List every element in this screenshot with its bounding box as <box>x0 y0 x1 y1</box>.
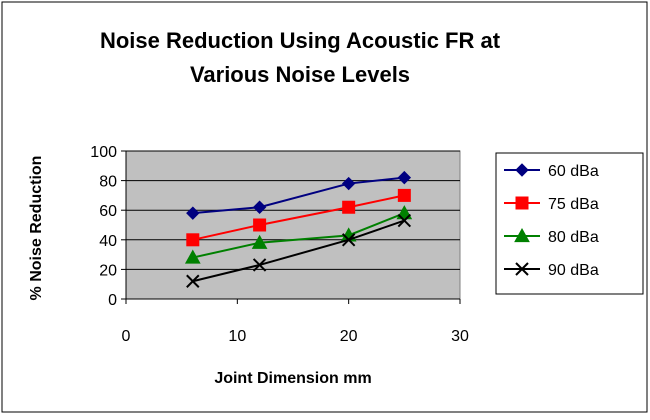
data-point-60-dba-2 <box>341 176 356 191</box>
data-point-60-dba-0 <box>186 206 200 220</box>
x-tick-label-20: 20 <box>340 328 358 345</box>
legend-label-60-dba: 60 dBa <box>548 163 599 180</box>
y-tick-label-40: 40 <box>99 233 117 250</box>
x-axis-title: Joint Dimension mm <box>214 370 371 387</box>
data-point-90-dba-2 <box>341 233 356 247</box>
x-tick-label-10: 10 <box>228 328 246 345</box>
data-point-75-dba-2 <box>342 200 356 214</box>
data-point-75-dba-0 <box>186 233 200 247</box>
series-line-75-dba <box>192 194 405 241</box>
chart-title-line-2: Various Noise Levels <box>190 62 410 87</box>
series-layer <box>184 170 413 288</box>
data-point-90-dba-0 <box>186 274 200 288</box>
data-point-90-dba-1-stroke-b <box>252 258 267 272</box>
y-axis-title: % Noise Reduction <box>28 156 45 301</box>
data-point-60-dba-3 <box>397 170 412 185</box>
data-point-90-dba-0-stroke-b <box>186 274 200 288</box>
y-tick-label-0: 0 <box>108 292 117 309</box>
data-point-80-dba-1 <box>251 234 268 249</box>
legend-marker-90-dba-stroke-b <box>515 262 529 276</box>
data-point-75-dba-3 <box>397 188 411 202</box>
x-tick-label-0: 0 <box>122 328 131 345</box>
y-tick-label-100: 100 <box>90 144 117 161</box>
y-tick-label-60: 60 <box>99 203 117 220</box>
series-line-60-dba <box>192 176 405 215</box>
y-tick-label-80: 80 <box>99 174 117 191</box>
y-tick-label-20: 20 <box>99 262 117 279</box>
axes: 0 20 40 60 80 100 0 10 20 30 <box>90 144 469 345</box>
data-point-90-dba-3-stroke-b <box>397 213 412 228</box>
chart-title-line-1: Noise Reduction Using Acoustic FR at <box>100 28 501 53</box>
series-line-80-dba <box>192 212 405 259</box>
data-point-60-dba-1 <box>252 200 267 214</box>
data-point-80-dba-3 <box>396 205 413 220</box>
legend-marker-75-dba <box>515 196 529 210</box>
legend-marker-80-dba <box>514 227 530 243</box>
data-point-80-dba-0 <box>184 249 201 264</box>
legend-marker-60-dba <box>515 163 529 177</box>
data-point-90-dba-1 <box>252 258 267 272</box>
legend-label-90-dba: 90 dBa <box>548 262 599 279</box>
x-tick-label-30: 30 <box>451 328 469 345</box>
legend-marker-90-dba <box>515 262 529 276</box>
series-line-90-dba <box>192 219 405 283</box>
data-point-75-dba-1 <box>253 218 267 232</box>
data-point-90-dba-2-stroke-b <box>341 233 356 247</box>
data-point-90-dba-3 <box>397 213 412 228</box>
legend-label-80-dba: 80 dBa <box>548 229 599 246</box>
legend-label-75-dba: 75 dBa <box>548 196 599 213</box>
legend: 60 dBa 75 dBa 80 dBa 90 dBa <box>504 163 599 279</box>
